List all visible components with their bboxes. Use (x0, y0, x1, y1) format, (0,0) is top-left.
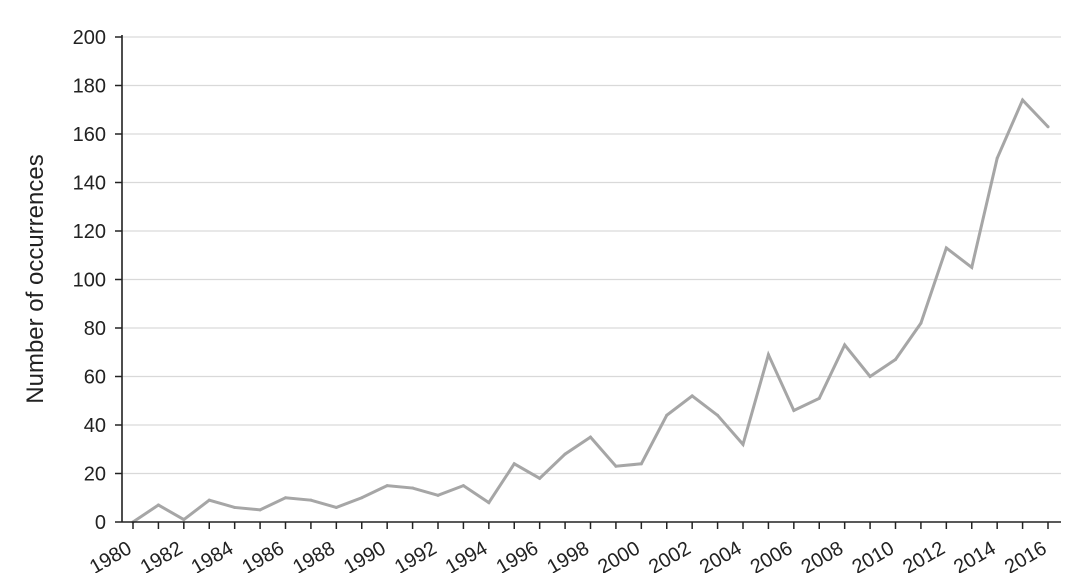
x-tick-labels: 1980 1982 1984 1986 1988 1990 1992 1994 1996 1998… (86, 537, 1051, 573)
x-tick-label: 2014 (950, 537, 1000, 573)
x-tick-label: 1992 (391, 537, 441, 573)
data-point-1991 (411, 486, 415, 490)
data-point-1994 (487, 501, 491, 505)
y-axis-title: Number of occurrences (22, 154, 49, 403)
y-tick-label: 20 (84, 464, 106, 486)
data-point-2011 (919, 321, 923, 325)
x-tick-label: 2002 (645, 537, 695, 573)
y-tick-label: 140 (73, 173, 106, 195)
y-tick-label: 180 (73, 76, 106, 98)
x-tick-label: 2016 (1001, 537, 1051, 573)
data-point-1982 (182, 518, 186, 522)
x-tick-label: 2012 (899, 537, 949, 573)
data-point-1988 (334, 505, 338, 509)
x-tick-label: 1980 (86, 537, 136, 573)
x-tick-label: 2006 (747, 537, 797, 573)
data-point-2002 (690, 394, 694, 398)
data-point-2005 (766, 353, 770, 357)
data-point-2016 (1046, 125, 1050, 129)
data-point-1985 (258, 508, 262, 512)
data-point-1987 (309, 498, 313, 502)
data-point-2008 (843, 343, 847, 347)
data-point-2007 (817, 396, 821, 400)
x-tick-label: 2008 (798, 537, 848, 573)
data-point-2003 (716, 413, 720, 417)
data-point-2013 (970, 265, 974, 269)
data-point-1990 (385, 484, 389, 488)
series-layer (131, 97, 1050, 524)
data-point-2006 (792, 408, 796, 412)
y-tick-label: 160 (73, 124, 106, 146)
x-tick-label: 1986 (238, 537, 288, 573)
gridlines (122, 36, 1061, 475)
data-point-2014 (995, 156, 999, 160)
data-point-1986 (284, 496, 287, 500)
x-tick-label: 2010 (848, 537, 898, 573)
data-point-1995 (512, 462, 516, 466)
data-point-1999 (614, 464, 618, 468)
y-tick-label: 120 (73, 221, 106, 243)
data-point-1981 (156, 503, 160, 507)
x-tick-label: 2000 (594, 537, 644, 573)
y-tick-label: 200 (73, 27, 106, 49)
x-tick-label: 1982 (137, 537, 187, 573)
data-point-2004 (741, 442, 745, 446)
data-point-2012 (944, 246, 948, 250)
axes (115, 35, 1061, 529)
x-tick-label: 2004 (696, 537, 746, 573)
y-tick-label: 80 (84, 318, 106, 340)
data-point-2009 (868, 375, 872, 378)
data-point-2000 (639, 462, 643, 466)
data-point-2001 (665, 413, 669, 417)
series-line-0 (131, 97, 1050, 524)
data-point-1996 (538, 476, 542, 480)
x-tick-label: 1984 (188, 537, 238, 573)
x-tick-label: 1996 (493, 537, 543, 573)
y-tick-label: 40 (84, 415, 106, 437)
data-point-1998 (589, 435, 592, 439)
data-point-1993 (461, 484, 465, 488)
x-tick-label: 1998 (543, 537, 593, 573)
data-point-2015 (1021, 98, 1025, 102)
data-point-1989 (360, 496, 364, 500)
data-point-1992 (436, 493, 440, 497)
data-point-1984 (233, 505, 237, 509)
data-point-2010 (894, 358, 897, 362)
data-point-1997 (563, 452, 567, 456)
y-tick-label: 100 (73, 270, 106, 292)
y-tick-label: 60 (84, 367, 106, 389)
x-tick-label: 1990 (340, 537, 390, 573)
x-tick-label: 1994 (442, 537, 492, 573)
x-tick-label: 1988 (289, 537, 339, 573)
y-tick-label: 0 (95, 512, 106, 534)
data-point-1983 (207, 498, 211, 502)
y-tick-labels: 0 20 40 60 80 100 120 140 160 180 200 (73, 27, 106, 534)
